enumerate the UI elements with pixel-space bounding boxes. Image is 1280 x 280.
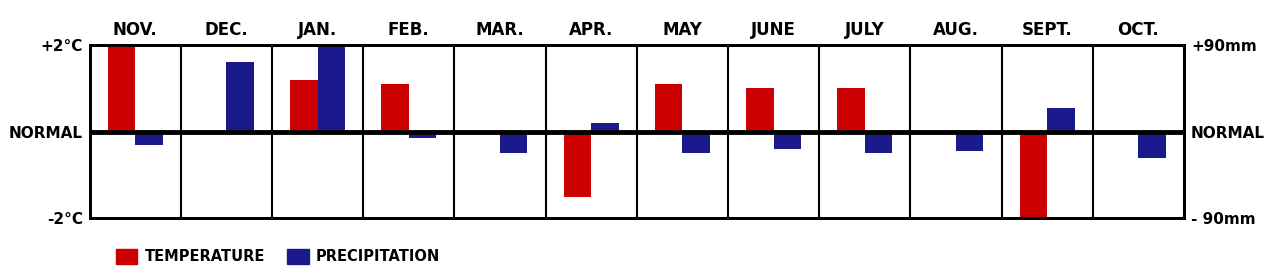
Bar <box>746 88 773 132</box>
Bar <box>563 132 591 197</box>
Bar <box>108 45 136 132</box>
Bar <box>837 88 865 132</box>
Legend: TEMPERATURE, PRECIPITATION: TEMPERATURE, PRECIPITATION <box>110 243 447 270</box>
Bar <box>1047 108 1075 132</box>
Bar <box>291 80 317 132</box>
Bar <box>773 132 801 149</box>
Bar <box>227 62 253 132</box>
Bar <box>655 84 682 132</box>
Bar <box>381 84 408 132</box>
Bar <box>1138 132 1166 158</box>
Bar <box>317 45 346 132</box>
Bar <box>1020 132 1047 218</box>
Bar <box>136 132 163 144</box>
Bar <box>865 132 892 153</box>
Bar <box>682 132 710 153</box>
Bar <box>591 123 618 132</box>
Bar <box>408 132 436 138</box>
Bar <box>956 132 983 151</box>
Bar <box>500 132 527 153</box>
